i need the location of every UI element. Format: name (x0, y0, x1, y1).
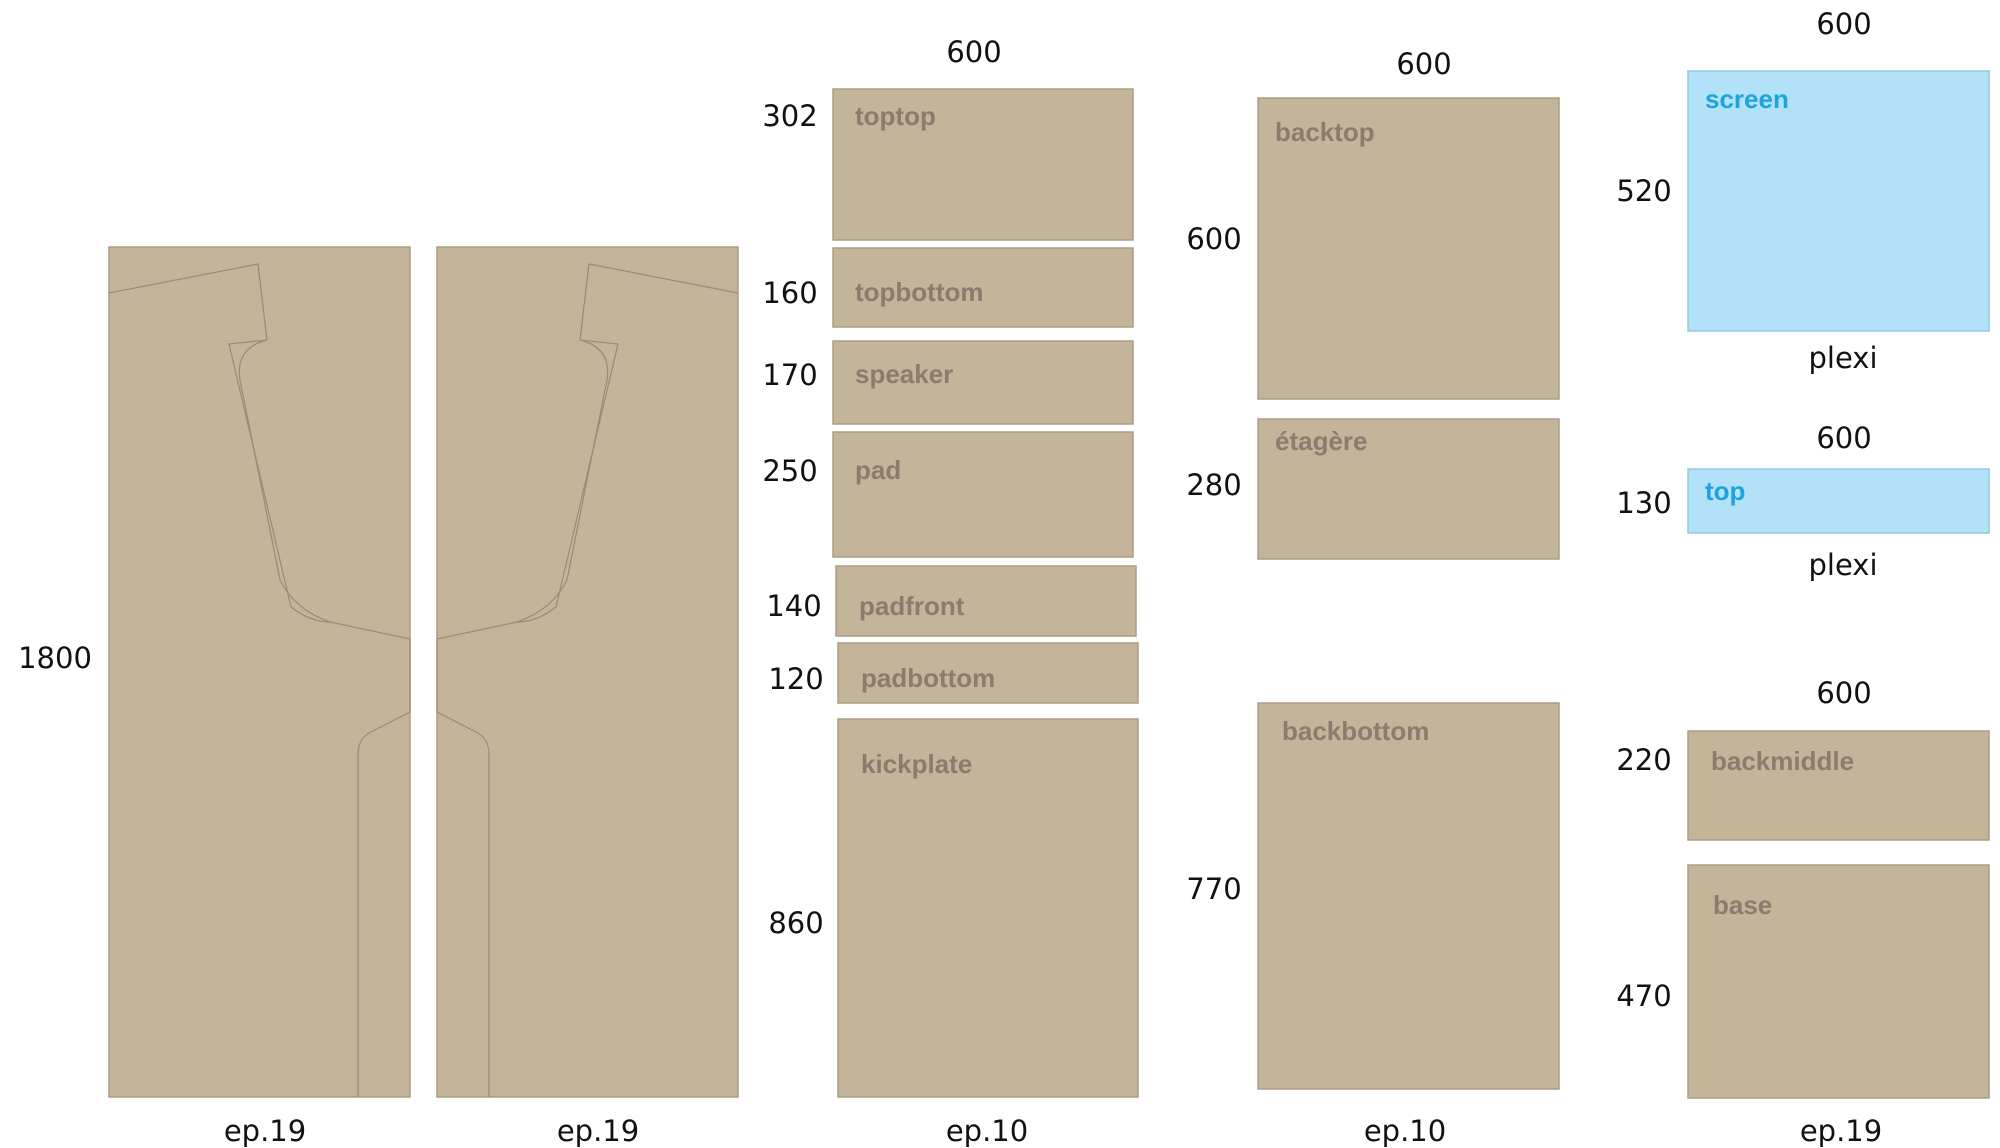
column2-thickness: ep.10 (1364, 1114, 1446, 1148)
sides-height-label: 1800 (18, 641, 92, 675)
right-side-panel (436, 246, 739, 1098)
panel-screen-material: plexi (1808, 341, 1877, 375)
panel-top (1687, 468, 1990, 534)
panel-padfront-height: 140 (766, 589, 821, 623)
column1-width-label: 600 (946, 35, 1001, 69)
panel-kickplate-label: kickplate (861, 749, 972, 779)
panel-backmiddle-label: backmiddle (1711, 746, 1854, 776)
right-side-board (436, 246, 739, 1098)
screen-width-label: 600 (1816, 7, 1871, 41)
panel-backbottom (1257, 702, 1560, 1090)
panel-topbottom-height: 160 (762, 276, 817, 310)
panel-topbottom (832, 247, 1134, 328)
panel-top-height: 130 (1616, 486, 1671, 520)
panel-screen-height: 520 (1616, 174, 1671, 208)
panel-backmiddle (1687, 730, 1990, 841)
panel-speaker-label: speaker (855, 359, 953, 389)
panel-backtop (1257, 97, 1560, 400)
panel-etagere (1257, 418, 1560, 560)
left-side-board (108, 246, 411, 1098)
column3-thickness: ep.19 (1800, 1114, 1882, 1148)
panel-screen-label: screen (1705, 84, 1789, 114)
column2-width-label: 600 (1396, 47, 1451, 81)
panel-padbottom-label: padbottom (861, 663, 995, 693)
panel-kickplate (837, 718, 1139, 1098)
panel-pad (832, 431, 1134, 558)
panel-padfront-label: padfront (859, 591, 965, 621)
panel-padbottom (837, 642, 1139, 704)
left-side-inner-curve (238, 339, 331, 623)
panel-top-label: top (1705, 476, 1745, 506)
top-width-label: 600 (1816, 421, 1871, 455)
panel-padfront (835, 565, 1137, 637)
panel-padbottom-height: 120 (768, 662, 823, 696)
panel-base-label: base (1713, 890, 1772, 920)
panel-toptop (832, 88, 1134, 241)
right-side-inner-curve (516, 339, 609, 623)
panel-toptop-label: toptop (855, 101, 936, 131)
panel-base (1687, 864, 1990, 1099)
panel-speaker (832, 340, 1134, 425)
panel-backbottom-height: 770 (1186, 872, 1241, 906)
panel-backtop-height: 600 (1186, 222, 1241, 256)
panel-etagere-height: 280 (1186, 468, 1241, 502)
panel-pad-label: pad (855, 455, 901, 485)
panel-kickplate-height: 860 (768, 906, 823, 940)
panel-screen (1687, 70, 1990, 332)
panel-etagere-label: étagère (1275, 426, 1368, 456)
panel-toptop-height: 302 (762, 99, 817, 133)
panel-backbottom-label: backbottom (1282, 716, 1429, 746)
panel-speaker-height: 170 (762, 358, 817, 392)
left-side-thickness: ep.19 (224, 1114, 306, 1148)
right-side-thickness: ep.19 (557, 1114, 639, 1148)
column1-thickness: ep.10 (946, 1114, 1028, 1148)
panel-pad-height: 250 (762, 454, 817, 488)
panel-backmiddle-height: 220 (1616, 743, 1671, 777)
column1-panels: toptop 302 topbottom 160 speaker 170 pad… (762, 88, 1139, 1098)
panel-top-material: plexi (1808, 548, 1877, 582)
panel-base-height: 470 (1616, 979, 1671, 1013)
left-side-panel (108, 246, 411, 1098)
column2-panels: backtop 600 étagère 280 backbottom 770 (1186, 97, 1560, 1090)
panel-backtop-label: backtop (1275, 117, 1375, 147)
panel-topbottom-label: topbottom (855, 277, 984, 307)
wood-width-label: 600 (1816, 676, 1871, 710)
